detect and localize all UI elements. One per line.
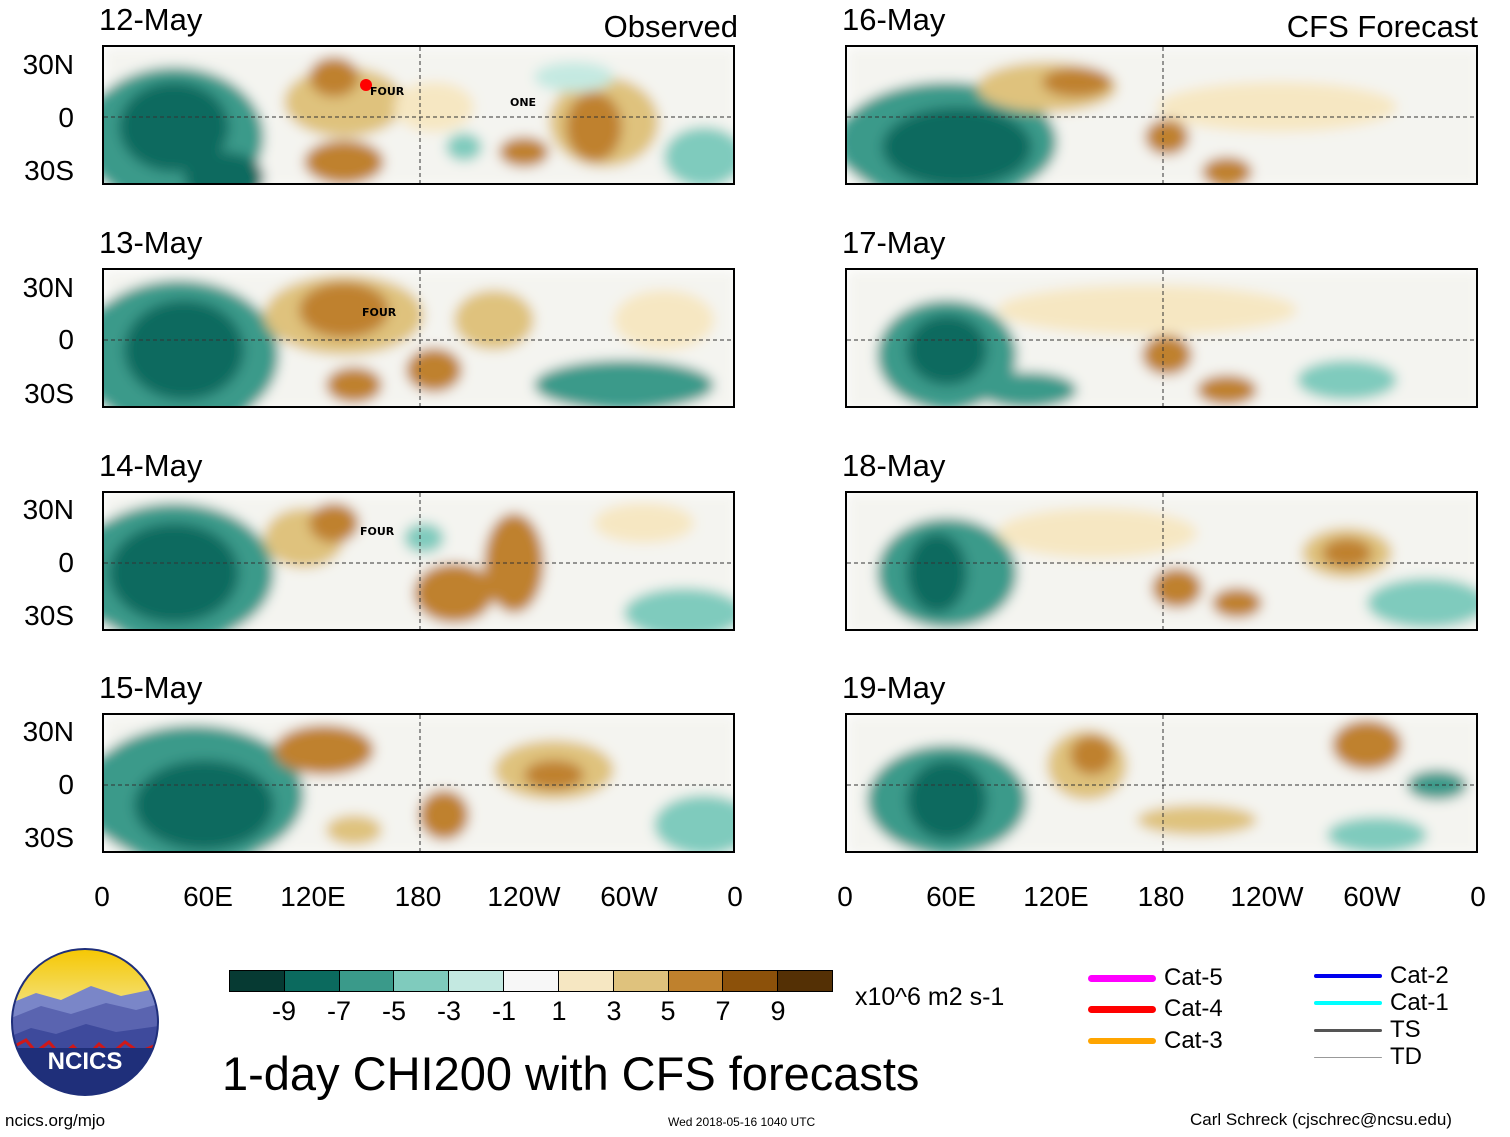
lon-label-180: 180	[1137, 881, 1185, 912]
colorbar-swatch	[778, 971, 832, 991]
colorbar-label: 5	[660, 996, 676, 1026]
colorbar-label: -5	[381, 996, 406, 1026]
lat-label-eq: 0	[58, 547, 74, 578]
legend-label: Cat-1	[1390, 989, 1449, 1016]
date-label-15-may: 15-May	[99, 670, 203, 705]
legend-cat-4: Cat-4	[1088, 997, 1223, 1021]
lat-label-30s: 30S	[24, 600, 74, 631]
lon-label-120w: 120W	[1230, 881, 1304, 912]
lon-label-60e: 60E	[183, 881, 233, 912]
lon-label-120w: 120W	[487, 881, 561, 912]
date-label-12-may: 12-May	[99, 2, 203, 37]
lat-label-eq: 0	[58, 324, 74, 355]
legend-cat-2: Cat-2	[1314, 964, 1449, 988]
date-label-13-may: 13-May	[99, 225, 203, 260]
storm-label: FOUR	[362, 306, 397, 319]
website-link[interactable]: ncics.org/mjo	[5, 1111, 106, 1130]
map-panel-13-may: FOUR	[102, 268, 735, 408]
legend-line	[1088, 1038, 1156, 1044]
colorbar-swatch	[723, 971, 779, 991]
legend-line	[1314, 1001, 1382, 1005]
colorbar-swatch	[394, 971, 450, 991]
colorbar-label: -7	[326, 996, 351, 1026]
colorbar-swatch	[504, 971, 559, 991]
map-panel-15-may	[102, 713, 735, 853]
storm-label: FOUR	[370, 85, 405, 98]
map-panel-19-may	[845, 713, 1478, 853]
lon-label-0: 0	[837, 881, 853, 912]
legend-cat-5: Cat-5	[1088, 966, 1223, 990]
timestamp: Wed 2018-05-16 1040 UTC	[668, 1115, 816, 1129]
colorbar-label: 1	[551, 996, 567, 1026]
lat-label-30s: 30S	[24, 822, 74, 853]
legend-label: TD	[1390, 1043, 1422, 1070]
colorbar-label: -3	[436, 996, 461, 1026]
colorbar-label: 9	[770, 996, 786, 1026]
lat-label-30s: 30S	[24, 378, 74, 409]
lat-label-30n: 30N	[22, 494, 74, 525]
observed-title: Observed	[603, 9, 738, 44]
legend-label: Cat-4	[1164, 995, 1223, 1022]
legend-cat-3: Cat-3	[1088, 1029, 1223, 1053]
colorbar-label: -1	[491, 996, 516, 1026]
colorbar-label: 7	[715, 996, 731, 1026]
legend-line	[1088, 974, 1156, 982]
map-panel-18-may	[845, 491, 1478, 631]
legend-line	[1088, 1005, 1156, 1013]
lat-label-eq: 0	[58, 102, 74, 133]
legend-label: Cat-2	[1390, 962, 1449, 989]
colorbar-swatch	[613, 971, 669, 991]
legend-label: Cat-5	[1164, 964, 1223, 991]
legend-td: TD	[1314, 1045, 1422, 1069]
legend-label: Cat-3	[1164, 1027, 1223, 1054]
legend-line	[1314, 1056, 1382, 1058]
legend-label: TS	[1390, 1016, 1421, 1043]
lon-label-60e: 60E	[926, 881, 976, 912]
author-credit: Carl Schreck (cjschrec@ncsu.edu)	[1190, 1110, 1452, 1129]
legend-line	[1314, 974, 1382, 978]
lon-label-0: 0	[94, 881, 110, 912]
lat-label-30n: 30N	[22, 49, 74, 80]
map-panel-16-may	[845, 45, 1478, 185]
map-panel-14-may: FOUR	[102, 491, 735, 631]
main-title: 1-day CHI200 with CFS forecasts	[222, 1047, 920, 1100]
lat-label-30n: 30N	[22, 272, 74, 303]
lat-label-30s: 30S	[24, 155, 74, 186]
colorbar-swatch	[449, 971, 505, 991]
legend-line	[1314, 1028, 1382, 1032]
ncics-logo: NCICS	[11, 948, 159, 1096]
date-label-18-may: 18-May	[842, 448, 946, 483]
colorbar-swatch	[668, 971, 724, 991]
map-panel-17-may	[845, 268, 1478, 408]
colorbar-label: -9	[271, 996, 296, 1026]
colorbar-units: x10^6 m2 s-1	[855, 983, 1005, 1011]
date-label-17-may: 17-May	[842, 225, 946, 260]
lat-label-eq: 0	[58, 769, 74, 800]
date-label-16-may: 16-May	[842, 2, 946, 37]
legend-cat-1: Cat-1	[1314, 991, 1449, 1015]
logo-text: NCICS	[48, 1048, 123, 1075]
colorbar-swatch	[284, 971, 340, 991]
lon-label-60w: 60W	[1343, 881, 1401, 912]
lon-label-60w: 60W	[600, 881, 658, 912]
lon-label-120e: 120E	[1023, 881, 1089, 912]
colorbar-swatch	[230, 971, 285, 991]
storm-label: ONE	[510, 96, 536, 109]
colorbar-swatch	[558, 971, 614, 991]
lon-label-0: 0	[727, 881, 743, 912]
legend-ts: TS	[1314, 1018, 1421, 1042]
lon-label-0: 0	[1470, 881, 1486, 912]
forecast-title: CFS Forecast	[1286, 9, 1478, 44]
date-label-19-may: 19-May	[842, 670, 946, 705]
date-label-14-may: 14-May	[99, 448, 203, 483]
colorbar-swatch	[339, 971, 395, 991]
colorbar	[229, 970, 833, 992]
colorbar-label: 3	[606, 996, 622, 1026]
lon-label-120e: 120E	[280, 881, 346, 912]
map-panel-12-may: FOUR ONE	[102, 45, 735, 185]
lat-label-30n: 30N	[22, 716, 74, 747]
lon-label-180: 180	[394, 881, 442, 912]
storm-label: FOUR	[360, 525, 395, 538]
